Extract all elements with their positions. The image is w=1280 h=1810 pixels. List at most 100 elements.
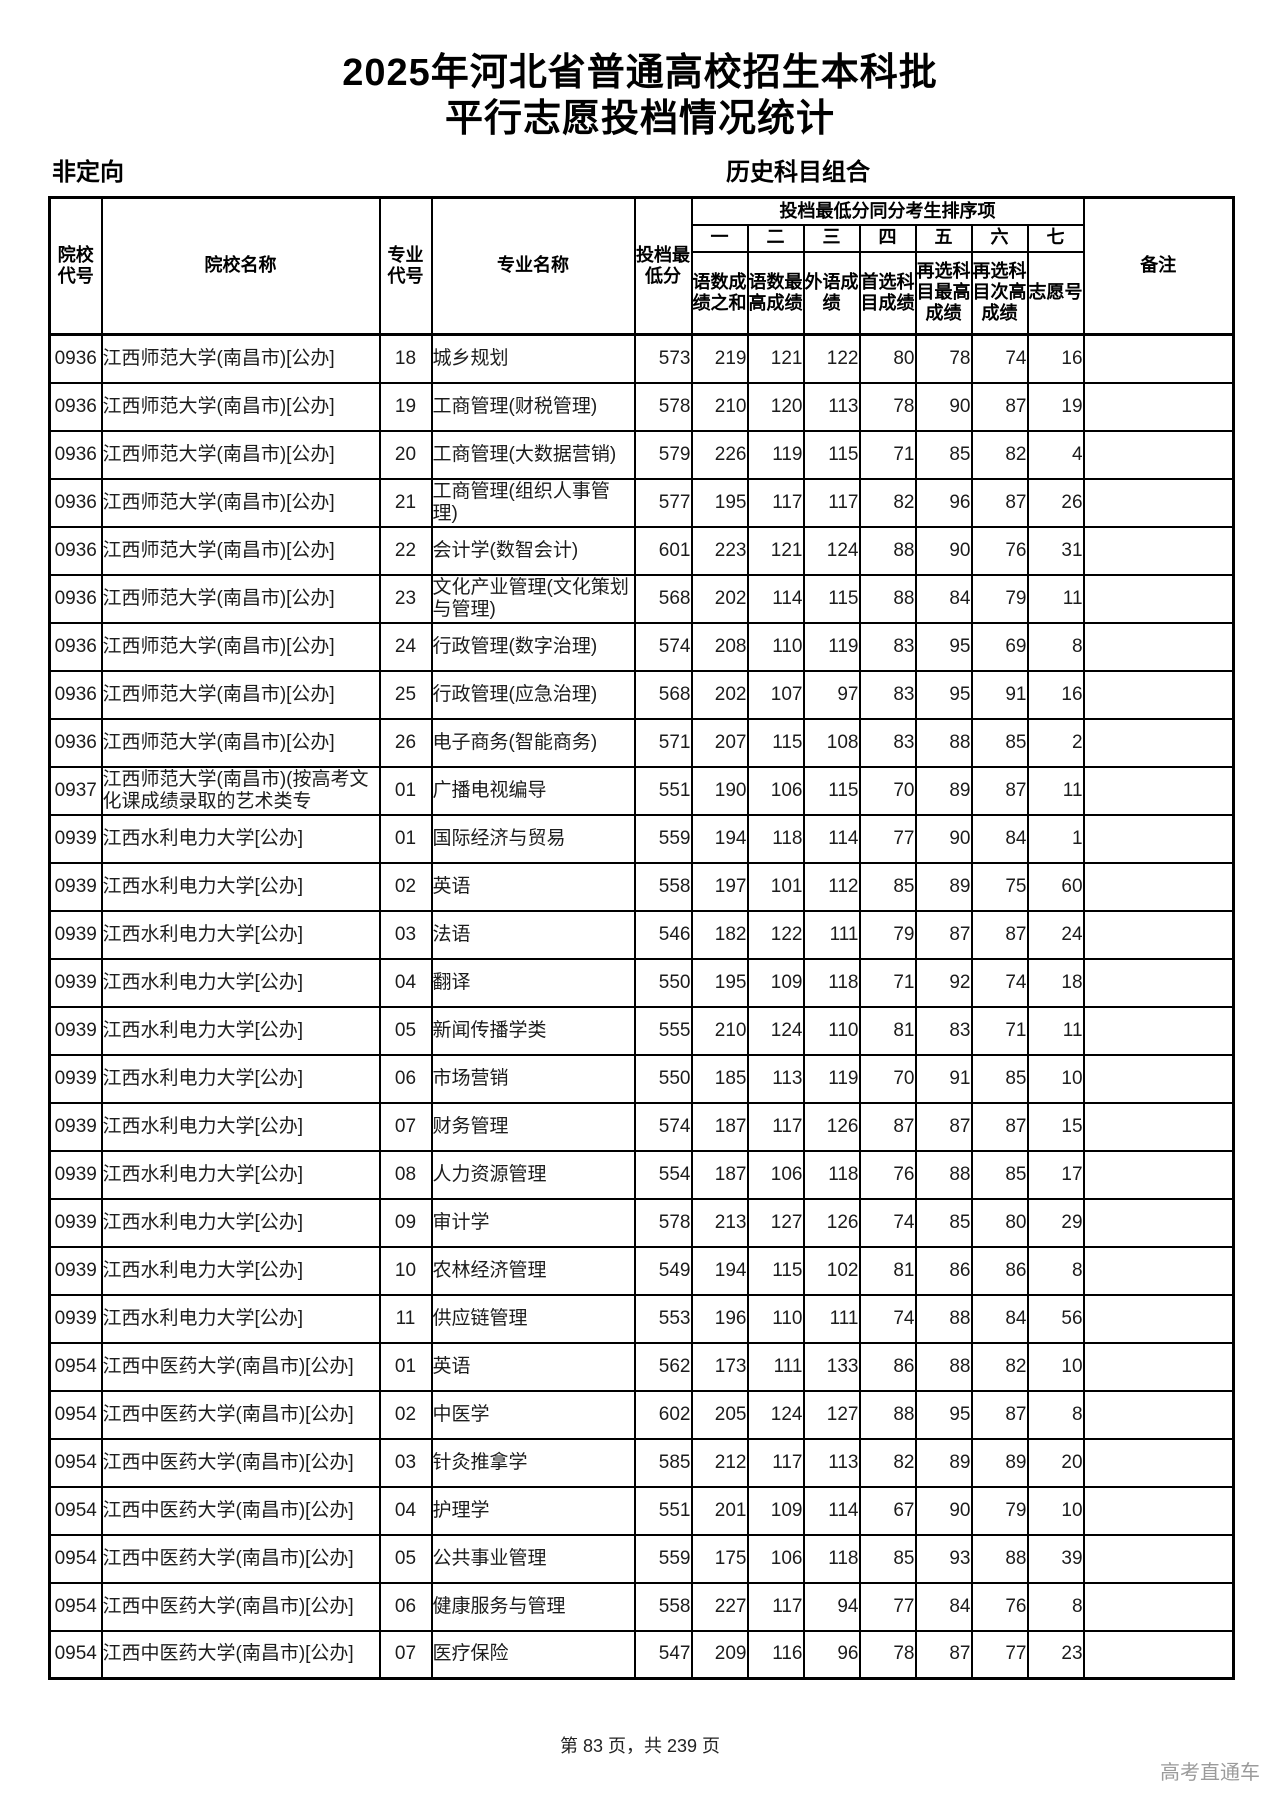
cell-tiebreak-3: 108 [802,717,861,768]
cell-college-name: 江西师范大学(南昌市)[公办] [100,669,381,720]
cell-tiebreak-4: 88 [858,573,917,624]
col-header-tiebreak-label: 首选科目成绩 [858,250,917,336]
cell-remark [1082,573,1235,624]
cell-tiebreak-6: 87 [970,1389,1029,1440]
cell-tiebreak-4: 67 [858,1485,917,1536]
cell-college-code: 0939 [48,813,103,864]
cell-tiebreak-4: 78 [858,381,917,432]
cell-tiebreak-3: 111 [802,909,861,960]
cell-college-code: 0954 [48,1341,103,1392]
header-row-tiebreak-order: 一二三四五六七 [50,223,1234,253]
cell-tiebreak-7: 10 [1026,1485,1085,1536]
cell-major-code: 03 [378,1437,433,1488]
cell-tiebreak-1: 210 [690,381,749,432]
cell-min-score: 554 [633,1149,693,1200]
cell-tiebreak-6: 71 [970,1005,1029,1056]
cell-tiebreak-6: 77 [970,1629,1029,1680]
col-header-tiebreak-num: 五 [914,223,973,253]
table-row: 0936 江西师范大学(南昌市)[公办] 26 电子商务(智能商务) 571 207 115… [48,717,1235,768]
cell-major-code: 06 [378,1581,433,1632]
cell-tiebreak-5: 87 [914,909,973,960]
cell-min-score: 602 [633,1389,693,1440]
col-header-remark: 备注 [1082,196,1235,336]
cell-college-code: 0939 [48,1293,103,1344]
cell-tiebreak-3: 114 [802,813,861,864]
table-row: 0936 江西师范大学(南昌市)[公办] 25 行政管理(应急治理) 568 202 107… [48,669,1235,720]
cell-college-code: 0939 [48,909,103,960]
cell-min-score: 553 [633,1293,693,1344]
cell-tiebreak-6: 82 [970,429,1029,480]
cell-tiebreak-6: 80 [970,1197,1029,1248]
cell-college-code: 0954 [48,1629,103,1680]
cell-tiebreak-7: 15 [1026,1101,1085,1152]
cell-min-score: 559 [633,813,693,864]
cell-remark [1082,429,1235,480]
table-row: 0939 江西水利电力大学[公办] 05 新闻传播学类 555 210 124 110 81 83… [48,1005,1235,1056]
cell-college-name: 江西师范大学(南昌市)[公办] [100,525,381,576]
cell-min-score: 577 [633,477,693,528]
cell-remark [1082,1629,1235,1680]
col-header-major-code: 专业代号 [378,196,433,336]
cell-remark [1082,669,1235,720]
cell-remark [1082,1197,1235,1248]
cell-college-code: 0954 [48,1581,103,1632]
cell-major-code: 07 [378,1629,433,1680]
cell-tiebreak-1: 212 [690,1437,749,1488]
cell-major-name: 电子商务(智能商务) [430,717,636,768]
cell-tiebreak-6: 89 [970,1437,1029,1488]
table-row: 0954 江西中医药大学(南昌市)[公办] 01 英语 562 173 111 133 86 88… [48,1341,1235,1392]
cell-tiebreak-2: 115 [746,1245,805,1296]
cell-tiebreak-7: 56 [1026,1293,1085,1344]
cell-tiebreak-1: 219 [690,333,749,384]
cell-tiebreak-5: 88 [914,717,973,768]
cell-major-name: 会计学(数智会计) [430,525,636,576]
table-row: 0939 江西水利电力大学[公办] 06 市场营销 550 185 113 119 70 91 85… [48,1053,1235,1104]
cell-tiebreak-3: 115 [802,765,861,816]
cell-tiebreak-6: 76 [970,525,1029,576]
header-row-group: 院校代号 院校名称 专业代号 专业名称 投档最低分 投档最低分同分考生排序项 备… [48,196,1235,336]
cell-college-name: 江西水利电力大学[公办] [100,909,381,960]
page-number-footer: 第 83 页，共 239 页 [559,1736,721,1756]
cell-tiebreak-5: 78 [914,333,973,384]
cell-tiebreak-3: 115 [802,573,861,624]
cell-major-name: 公共事业管理 [430,1533,636,1584]
cell-major-name: 英语 [430,1341,636,1392]
col-header-college-code: 院校代号 [48,196,103,336]
cell-major-name: 广播电视编导 [430,765,636,816]
cell-college-name: 江西中医药大学(南昌市)[公办] [100,1341,381,1392]
cell-major-name: 审计学 [430,1197,636,1248]
cell-college-name: 江西水利电力大学[公办] [100,1197,381,1248]
table-row: 0939 江西水利电力大学[公办] 04 翻译 550 195 109 118 71 92 74 18 [48,957,1235,1008]
brand-watermark: 高考直通车 [1160,1762,1260,1784]
cell-tiebreak-5: 88 [914,1341,973,1392]
cell-tiebreak-2: 106 [746,1533,805,1584]
cell-tiebreak-6: 87 [970,765,1029,816]
cell-tiebreak-4: 85 [858,861,917,912]
cell-min-score: 585 [633,1437,693,1488]
cell-remark [1082,525,1235,576]
col-header-tiebreak-label: 再选科目次高成绩 [970,250,1029,336]
cell-major-name: 供应链管理 [430,1293,636,1344]
cell-major-code: 09 [378,1197,433,1248]
cell-min-score: 549 [633,1245,693,1296]
cell-tiebreak-2: 106 [746,1149,805,1200]
cell-tiebreak-3: 102 [802,1245,861,1296]
page-title: 2025年河北省普通高校招生本科批 平行志愿投档情况统计 [0,0,1280,142]
cell-major-name: 工商管理(财税管理) [430,381,636,432]
cell-tiebreak-3: 124 [802,525,861,576]
cell-college-code: 0954 [48,1437,103,1488]
cell-remark [1082,813,1235,864]
cell-college-name: 江西师范大学(南昌市)[公办] [100,717,381,768]
cell-tiebreak-3: 94 [802,1581,861,1632]
cell-tiebreak-6: 85 [970,1149,1029,1200]
cell-tiebreak-6: 87 [970,909,1029,960]
cell-college-name: 江西师范大学(南昌市)[公办] [100,477,381,528]
cell-major-name: 英语 [430,861,636,912]
cell-min-score: 601 [633,525,693,576]
cell-major-code: 11 [378,1293,433,1344]
cell-tiebreak-1: 213 [690,1197,749,1248]
cell-tiebreak-6: 84 [970,813,1029,864]
cell-tiebreak-3: 114 [802,1485,861,1536]
cell-tiebreak-1: 208 [690,621,749,672]
cell-remark [1082,333,1235,384]
